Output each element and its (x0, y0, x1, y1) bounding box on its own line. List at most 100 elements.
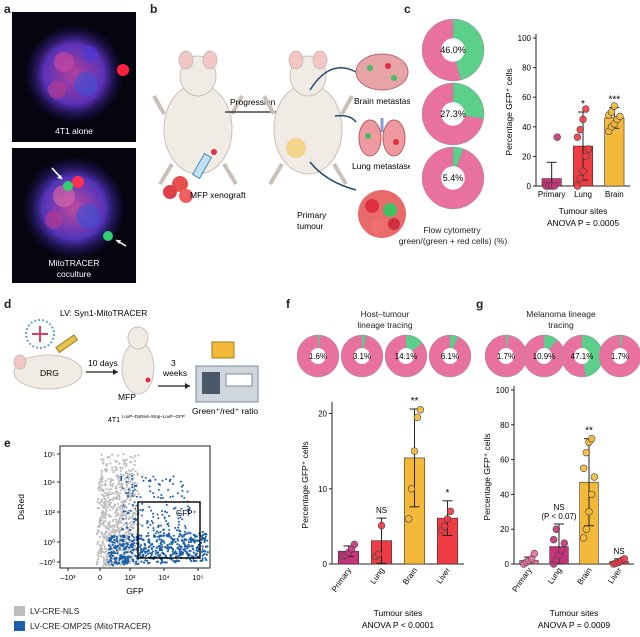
y-tick-label: 10 (318, 485, 327, 494)
mitotracer-dot (134, 507, 137, 510)
mitotracer-dot (195, 549, 198, 552)
data-point (557, 546, 566, 554)
mitotracer-dot (111, 551, 114, 555)
mitotracer-dot (147, 479, 150, 482)
nls-dot (106, 507, 109, 510)
data-point (582, 448, 591, 457)
mitotracer-dot (171, 541, 174, 544)
mitotracer-dot (141, 524, 144, 527)
weeks-label-1: 3 (171, 358, 176, 368)
mitotracer-dot (150, 553, 153, 557)
donut-caption-1: Flow cytometry (423, 225, 481, 235)
mitotracer-dot (125, 492, 128, 495)
arrow-to-primary (309, 161, 357, 191)
data-point (440, 522, 449, 531)
data-point (582, 105, 590, 113)
mitotracer-dot (121, 543, 125, 546)
mitotracer-dot (111, 554, 115, 558)
nls-dot (114, 529, 118, 532)
y-tick-label: 10⁰ (44, 538, 55, 547)
nls-dot (98, 535, 101, 539)
mitotracer-dot (132, 536, 135, 539)
nls-dot (133, 460, 137, 463)
mitotracer-dot (169, 496, 172, 499)
nls-dot (100, 458, 103, 461)
mitotracer-dot (184, 524, 187, 527)
nls-dot (105, 468, 108, 471)
significance-label: NS (613, 547, 624, 556)
mitotracer-dot (168, 529, 171, 532)
mitotracer-dot (131, 492, 134, 495)
mitotracer-dot (110, 536, 113, 540)
donut-donuts-g-1: 10.9% (522, 334, 566, 378)
nls-dot (107, 532, 110, 535)
nls-dot (117, 454, 120, 457)
y-tick-label: 20 (500, 525, 509, 534)
donut-hole (612, 348, 628, 364)
mitotracer-dot (161, 513, 164, 516)
mitotracer-dot (178, 535, 181, 538)
mitotracer-dot (163, 561, 166, 564)
nls-dot (119, 469, 122, 472)
donut-label: 1.7% (611, 352, 629, 361)
nls-dot (122, 474, 125, 477)
syringe-icon (191, 152, 213, 180)
mitotracer-dot (177, 559, 181, 563)
mitotracer-dot (194, 553, 197, 556)
mitotracer-dot (189, 537, 192, 540)
nls-dot (117, 474, 120, 477)
mitotracer-dot (190, 545, 193, 548)
mouse-icon (262, 50, 354, 186)
mitotracer-dot (168, 514, 171, 517)
mitotracer-dot (181, 518, 184, 521)
nls-dot (96, 529, 99, 532)
arrow-to-brain (309, 67, 357, 91)
y-tick-label: 60 (500, 456, 509, 465)
nls-dot (116, 495, 119, 498)
nls-dot (126, 534, 129, 537)
mitotracer-dot (116, 540, 119, 543)
mitotracer-dot (133, 488, 136, 491)
significance-label: *** (608, 95, 620, 106)
x-tick-label: 10⁵ (192, 573, 203, 582)
nls-dot (104, 508, 108, 512)
construct-superscript: LoxP–DsRed–Stop–LoxP–GFP (122, 414, 185, 419)
nls-dot (119, 507, 122, 511)
nls-dot (111, 453, 114, 456)
mitotracer-dot (141, 475, 144, 478)
nls-dot (108, 509, 112, 512)
nls-dot (101, 523, 104, 526)
mitotracer-dot (122, 510, 125, 513)
data-point (549, 535, 558, 544)
mitotracer-dot (112, 546, 116, 549)
nls-dot (95, 563, 98, 566)
mitotracer-dot (178, 533, 182, 536)
mitotracer-dot (127, 488, 130, 491)
mitotracer-dot (147, 526, 150, 529)
data-point (579, 167, 587, 175)
data-point (576, 126, 584, 134)
mitotracer-dot (151, 522, 154, 525)
data-point (576, 174, 584, 183)
donut-label: 27.3% (440, 109, 466, 119)
mitotracer-dot (126, 562, 129, 565)
mitotracer-dot (180, 495, 183, 498)
mitotracer-dot (163, 541, 166, 544)
nls-dot (128, 492, 131, 495)
category-label: Primary (330, 566, 353, 594)
mitotracer-dot (205, 533, 208, 536)
schematic-drg-workflow: LV: Syn1-MitoTRACER DRG 10 days MFP 3 we… (13, 308, 259, 424)
mitotracer-dot (151, 550, 154, 553)
mitotracer-dot (156, 530, 159, 533)
nls-dot (119, 505, 123, 508)
nls-dot (131, 468, 135, 471)
nls-dot (124, 499, 127, 502)
donut-donuts-g-2: 47.1% (560, 334, 604, 378)
mitotracer-dot (148, 505, 151, 508)
mitotracer-dot (148, 538, 151, 541)
nls-dot (121, 511, 124, 515)
mitotracer-dot (178, 530, 181, 533)
mitotracer-dot (150, 509, 153, 512)
mitotracer-dot (187, 552, 190, 556)
mitotracer-dot (159, 530, 162, 533)
